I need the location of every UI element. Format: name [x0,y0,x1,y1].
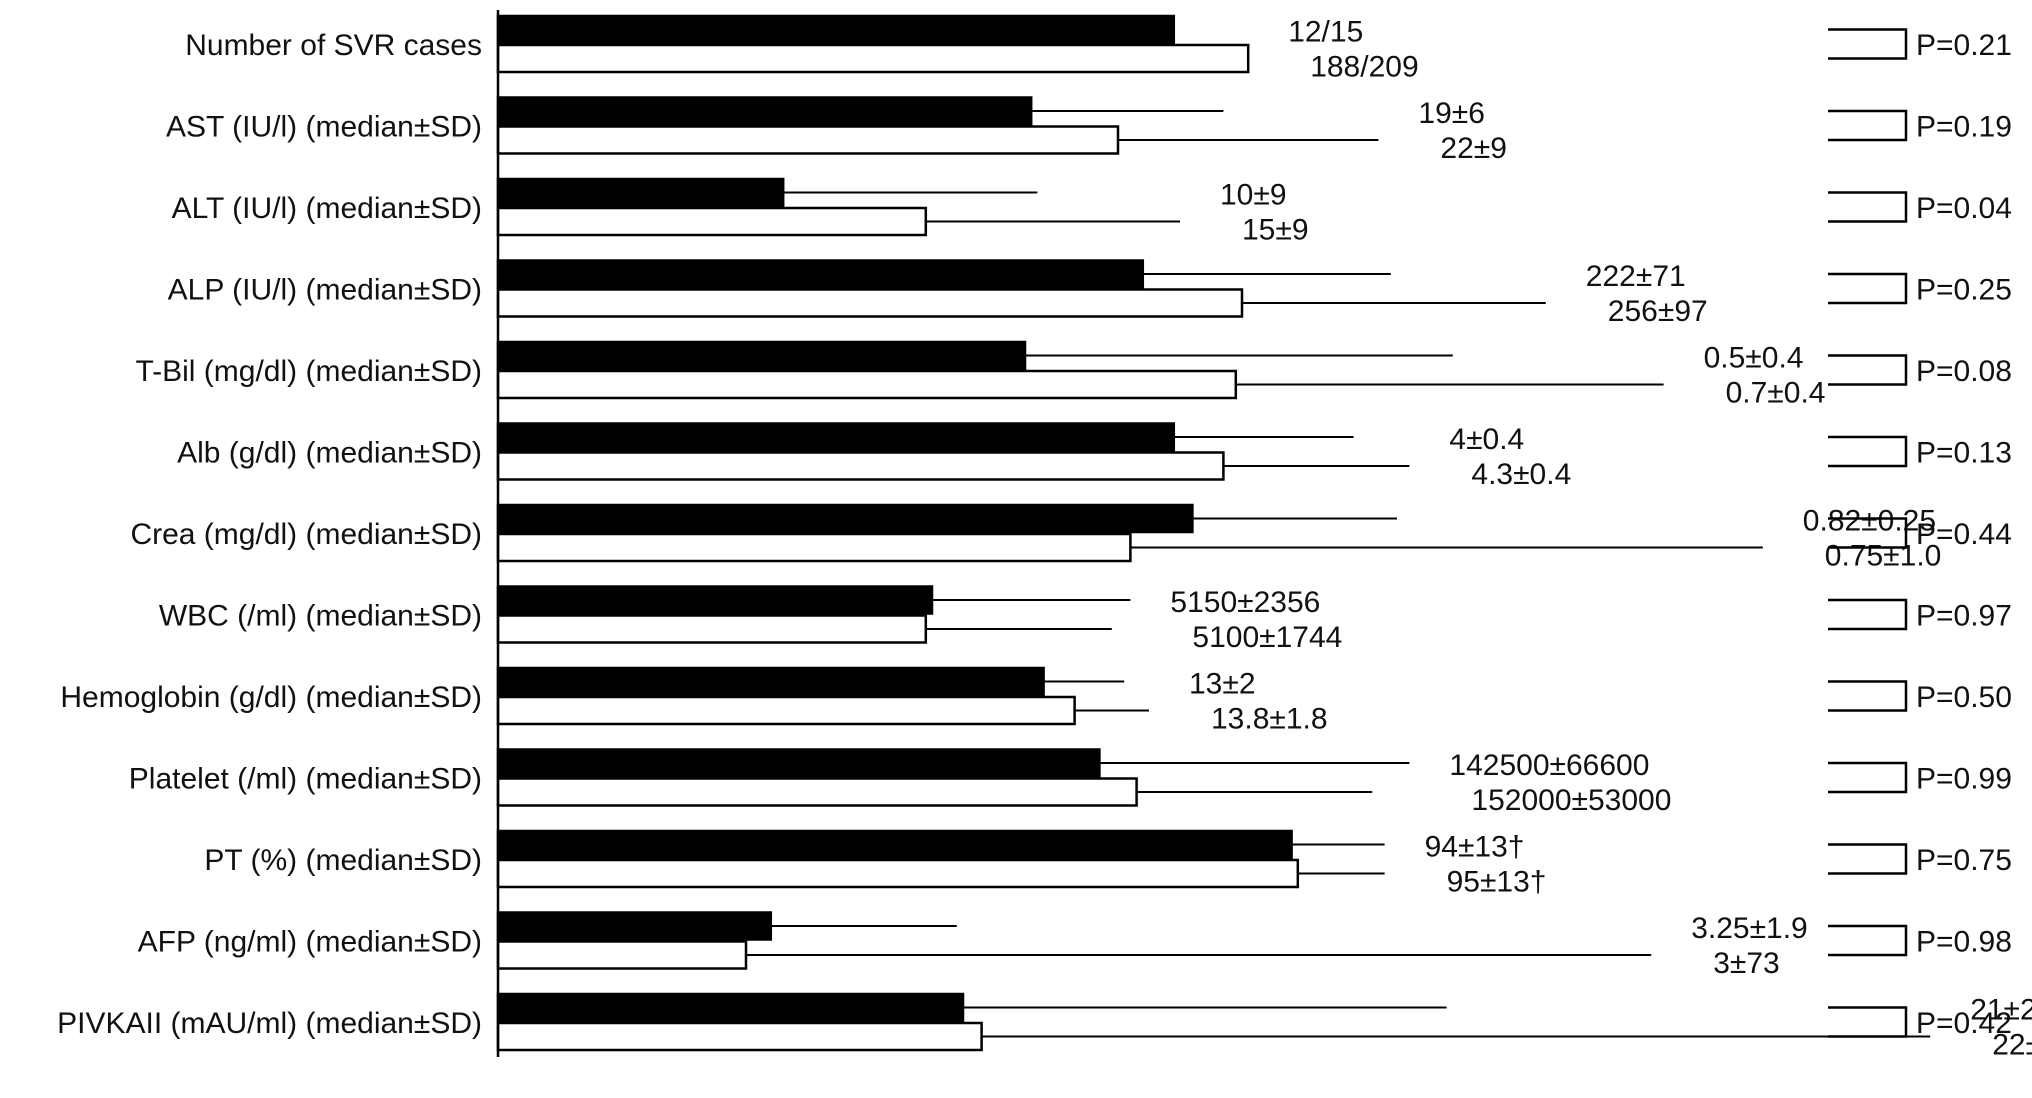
row-label: T-Bil (mg/dl) (median±SD) [135,355,482,388]
row-label: PIVKAII (mAU/ml) (median±SD) [57,1007,482,1040]
row-label: Alb (g/dl) (median±SD) [177,437,482,470]
comparison-bracket [1828,517,1908,549]
bar-black [496,422,1176,452]
bar-black [496,829,1293,860]
value-label: 12/15 [1288,16,1363,49]
comparison-bracket [1828,191,1908,223]
p-value-label: P=0.50 [1916,681,2012,714]
comparison-bracket [1828,354,1908,386]
bar-white [496,288,1244,318]
p-value-label: P=0.44 [1916,518,2012,551]
value-label: 94±13† [1425,831,1525,864]
value-label: 21±28‡ [1970,994,2032,1027]
p-value-label: P=0.98 [1916,926,2012,959]
row-label: AFP (ng/ml) (median±SD) [138,926,482,959]
value-label: 152000±53000 [1471,784,1671,817]
p-value-label: P=0.97 [1916,600,2012,633]
bar-black [496,503,1194,534]
p-value-label: P=0.99 [1916,763,2012,796]
bar-black [496,340,1027,371]
value-label: 256±97 [1608,295,1708,328]
value-label: 5100±1744 [1192,621,1342,654]
value-label: 188/209 [1310,51,1418,84]
comparison-bracket [1828,924,1908,957]
value-label: 3.25±1.9 [1691,912,1808,945]
p-value-label: P=0.21 [1916,29,2012,62]
bar-white [496,206,928,237]
value-label: 95±13† [1447,866,1547,899]
bar-black [496,585,934,615]
bar-white [496,43,1250,74]
value-label: 222±71 [1586,260,1686,293]
bar-black [496,14,1176,45]
bar-black [496,748,1101,778]
value-label: 19±6 [1418,97,1485,130]
bar-white [496,940,748,970]
comparison-bracket [1828,761,1908,794]
value-label: 0.7±0.4 [1726,377,1826,410]
row-label: PT (%) (median±SD) [204,844,482,877]
comparison-bracket [1828,843,1908,875]
bar-black [496,992,965,1023]
bar-black [496,177,785,208]
value-label: 13±2 [1189,668,1256,701]
value-label: 0.5±0.4 [1704,342,1804,375]
bar-white [496,858,1300,889]
value-label: 22±9 [1440,132,1507,165]
value-label: 3±73 [1713,947,1780,980]
row-label: Platelet (/ml) (median±SD) [129,763,482,796]
p-value-label: P=0.08 [1916,355,2012,388]
p-value-label: P=0.42 [1916,1007,2012,1040]
value-label: 5150±2356 [1170,586,1320,619]
comparison-bracket [1828,272,1908,305]
bar-white [496,369,1238,400]
bar-white [496,451,1225,481]
row-label: ALP (IU/l) (median±SD) [168,274,482,307]
bar-white [496,695,1076,726]
value-label: 0.75±1.0 [1825,540,1942,573]
bar-white [496,614,928,644]
comparison-bracket [1828,435,1908,468]
value-label: 13.8±1.8 [1211,703,1328,736]
row-label: Hemoglobin (g/dl) (median±SD) [60,681,482,714]
p-value-label: P=0.19 [1916,111,2012,144]
comparison-bracket [1828,109,1908,142]
row-label: ALT (IU/l) (median±SD) [172,192,482,225]
value-label: 142500±66600 [1449,749,1649,782]
value-label: 0.82±0.25 [1803,505,1936,538]
bar-black [496,96,1033,126]
comparison-bracket [1828,28,1908,60]
value-label: 4.3±0.4 [1471,458,1571,491]
bar-black [496,666,1045,697]
row-label: Number of SVR cases [185,29,482,62]
comparison-bracket [1828,1006,1908,1038]
row-label: WBC (/ml) (median±SD) [159,600,482,633]
bar-black [496,911,773,941]
bar-black [496,259,1145,289]
p-value-label: P=0.13 [1916,437,2012,470]
value-label: 10±9 [1220,179,1287,212]
bar-white [496,777,1138,807]
bar-white [496,532,1132,563]
bar-white [496,1021,983,1052]
row-label: Crea (mg/dl) (median±SD) [130,518,482,551]
comparison-bracket [1828,680,1908,712]
row-label: AST (IU/l) (median±SD) [166,111,482,144]
value-label: 15±9 [1242,214,1309,247]
p-value-label: P=0.25 [1916,274,2012,307]
comparison-bracket [1828,598,1908,631]
p-value-label: P=0.75 [1916,844,2012,877]
value-label: 4±0.4 [1449,423,1524,456]
bar-white [496,125,1120,155]
p-value-label: P=0.04 [1916,192,2012,225]
value-label: 22±155‡ [1992,1029,2032,1062]
